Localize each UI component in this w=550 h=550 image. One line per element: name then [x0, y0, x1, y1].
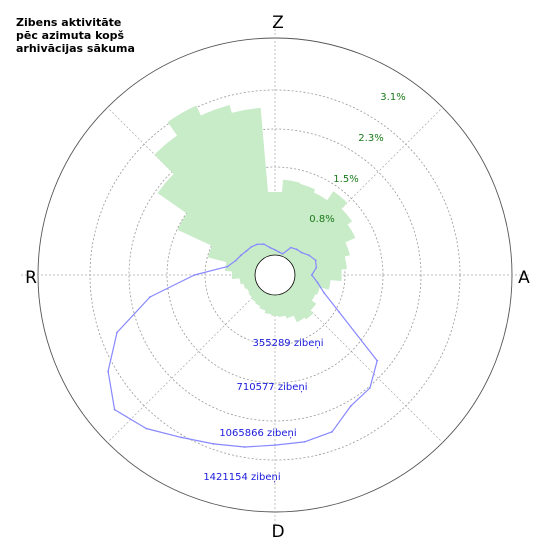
- count-point-mark: [310, 274, 313, 276]
- count-point-mark: [274, 444, 276, 447]
- label-layer: 0.8% 1.5% 2.3% 3.1% 355289 zibeņi 710577 zibe…: [203, 92, 405, 483]
- count-point-mark: [145, 427, 148, 430]
- count-point-mark: [289, 246, 292, 249]
- compass-west-label: R: [25, 268, 37, 288]
- grid-spoke: [288, 288, 443, 443]
- count-point-mark: [212, 443, 215, 445]
- count-point-mark: [116, 331, 118, 334]
- count-point-mark: [226, 265, 229, 268]
- count-point-mark: [281, 252, 284, 255]
- count-point-mark: [149, 296, 151, 298]
- count-tick-label: 355289 zibeņi: [253, 338, 324, 349]
- count-tick-label: 1421154 zibeņi: [203, 472, 280, 483]
- count-point-mark: [315, 266, 318, 269]
- compass-south-label: D: [271, 522, 284, 542]
- center-hole: [254, 254, 296, 296]
- count-point-mark: [331, 430, 333, 433]
- count-point-mark: [338, 311, 341, 313]
- count-point-mark: [269, 246, 272, 249]
- count-point-mark: [193, 274, 196, 276]
- count-point-mark: [234, 259, 237, 262]
- count-point-mark: [274, 248, 276, 251]
- count-point-mark: [376, 359, 379, 362]
- grid-spoke: [107, 288, 262, 443]
- count-tick-label: 710577 zibeņi: [237, 382, 308, 393]
- count-point-mark: [180, 436, 183, 439]
- series-layer: [107, 104, 379, 448]
- count-point-mark: [314, 259, 317, 262]
- count-tick-label: 1065866 zibeņi: [219, 428, 296, 439]
- count-point-mark: [295, 248, 298, 251]
- chart-title: Zibens aktivitāte pēc azimuta kopš arhiv…: [16, 16, 135, 55]
- count-point-mark: [308, 254, 310, 257]
- count-point-mark: [300, 251, 303, 254]
- count-point-mark: [243, 446, 246, 448]
- count-point-mark: [113, 408, 116, 411]
- count-point-mark: [240, 254, 242, 257]
- count-point-mark: [316, 281, 319, 284]
- count-point-mark: [303, 440, 306, 443]
- percent-tick-label: 1.5%: [333, 174, 358, 185]
- count-point-mark: [323, 291, 325, 294]
- compass-north-label: Z: [272, 13, 284, 33]
- compass-east-label: A: [518, 268, 530, 288]
- percent-tick-label: 2.3%: [358, 133, 383, 144]
- count-point-mark: [262, 243, 265, 245]
- percent-tick-label: 0.8%: [309, 214, 334, 225]
- count-point-mark: [250, 245, 253, 248]
- count-point-mark: [278, 251, 280, 254]
- count-point-mark: [245, 250, 248, 252]
- count-point-mark: [349, 405, 352, 408]
- count-point-mark: [256, 243, 259, 246]
- percent-tick-label: 3.1%: [380, 92, 405, 103]
- count-point-mark: [368, 387, 371, 389]
- count-point-mark: [107, 370, 110, 373]
